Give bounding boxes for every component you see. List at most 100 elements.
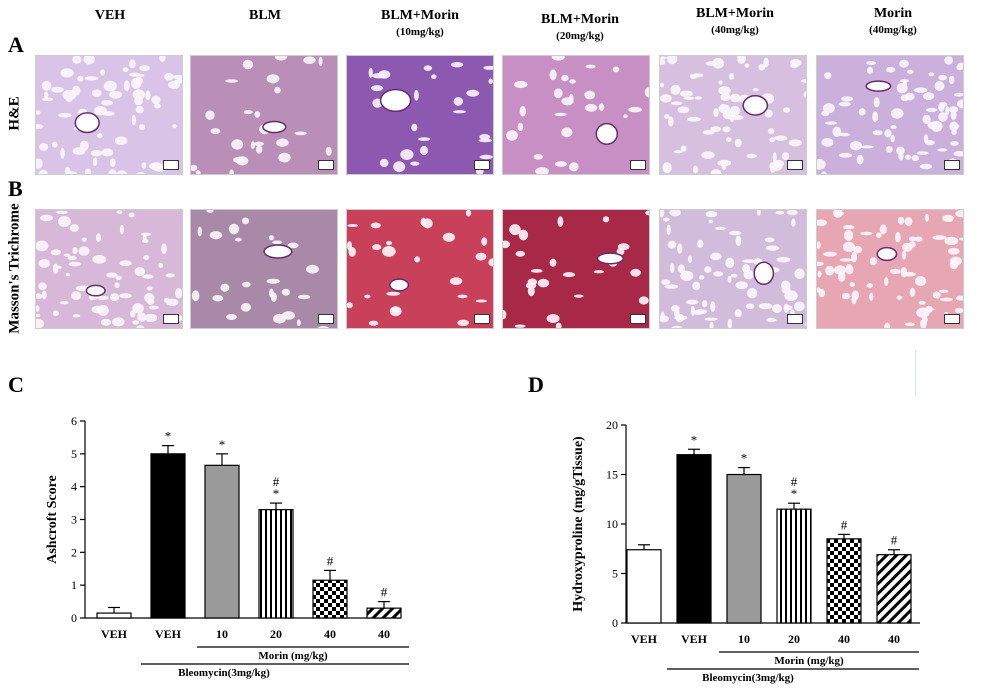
bleomycin-group-label: Bleomycin(3mg/kg) xyxy=(178,667,270,679)
tissue-texture xyxy=(817,210,963,328)
tissue-texture xyxy=(36,210,182,328)
col-header-veh: VEH xyxy=(94,8,126,23)
morin-group-label: Morin (mg/kg) xyxy=(774,655,844,667)
chart-hydroxyproline: 0 5 10 15 20 Hydroxyproline (mg/gTissue) VEH * V… xyxy=(571,418,920,684)
x-tick-label: VEH xyxy=(631,632,658,646)
scale-bar xyxy=(787,160,803,170)
y-tick-label: 5 xyxy=(612,567,618,581)
significance-mark: # xyxy=(327,553,334,568)
col-header-blm: BLM xyxy=(249,8,281,23)
significance-mark: * xyxy=(741,451,748,466)
scale-bar xyxy=(944,160,960,170)
scale-bar xyxy=(474,160,490,170)
tissue-texture xyxy=(368,62,493,174)
morin-group-label: Morin (mg/kg) xyxy=(258,650,328,662)
scale-bar xyxy=(318,314,334,324)
significance-mark: # xyxy=(891,533,898,548)
micrograph-masson-blm-morin-20 xyxy=(502,209,650,329)
micrograph-he-blm-morin-10 xyxy=(346,55,494,175)
tissue-texture xyxy=(347,210,493,326)
y-tick-label: 4 xyxy=(71,480,77,494)
micrograph-he-morin-40 xyxy=(816,55,964,175)
y-tick-label: 3 xyxy=(71,513,77,527)
micrograph-masson-blm xyxy=(190,209,338,329)
bar xyxy=(312,579,348,619)
bar xyxy=(776,508,812,624)
significance-mark: * xyxy=(273,486,280,501)
tissue-texture xyxy=(191,210,329,328)
y-tick-label: 10 xyxy=(606,517,618,531)
significance-mark: # xyxy=(791,474,798,489)
bar xyxy=(626,549,662,624)
x-tick-label: 10 xyxy=(738,632,750,646)
x-tick-label: 40 xyxy=(324,627,336,641)
tissue-texture xyxy=(506,56,649,174)
micrograph-he-veh xyxy=(35,55,183,175)
x-tick-label: 40 xyxy=(888,632,900,646)
scale-bar xyxy=(318,160,334,170)
micrograph-masson-blm-morin-10 xyxy=(346,209,494,329)
significance-mark: # xyxy=(381,585,388,600)
bar xyxy=(96,612,132,619)
y-axis-label: Ashcroft Score xyxy=(45,475,60,564)
significance-mark: * xyxy=(791,486,798,501)
y-tick-label: 15 xyxy=(606,468,618,482)
scale-bar xyxy=(787,314,803,324)
bar xyxy=(726,473,762,624)
x-tick-label: 20 xyxy=(788,632,800,646)
bar xyxy=(676,454,712,624)
significance-mark: * xyxy=(219,437,226,452)
x-tick-label: 20 xyxy=(270,627,282,641)
tissue-texture xyxy=(503,210,649,328)
col-header-blm-morin-20: BLM+Morin (20mg/kg) xyxy=(541,12,619,42)
panel-letter-a: A xyxy=(8,32,24,57)
x-tick-label: 40 xyxy=(838,632,850,646)
micrograph-masson-blm-morin-40 xyxy=(659,209,807,329)
significance-mark: # xyxy=(273,474,280,489)
bar xyxy=(204,464,240,619)
panel-letter-c: C xyxy=(8,372,24,397)
y-tick-label: 6 xyxy=(71,414,77,428)
micrograph-he-blm-morin-20 xyxy=(502,55,650,175)
panel-letter-b: B xyxy=(8,176,23,201)
bar xyxy=(826,538,862,624)
tissue-texture xyxy=(191,56,332,174)
micrograph-he-blm-morin-40 xyxy=(659,55,807,175)
x-tick-label: 10 xyxy=(216,627,228,641)
y-tick-label: 0 xyxy=(71,611,77,625)
bar xyxy=(366,607,402,619)
scale-bar xyxy=(630,160,646,170)
significance-mark: * xyxy=(691,432,698,447)
x-tick-label: VEH xyxy=(681,632,708,646)
scale-bar xyxy=(163,160,179,170)
scale-bar xyxy=(474,314,490,324)
bleomycin-group-label: Bleomycin(3mg/kg) xyxy=(702,672,794,684)
col-header-morin-40: Morin (40mg/kg) xyxy=(869,6,917,36)
panel-letter-d: D xyxy=(528,372,544,397)
bar xyxy=(150,453,186,619)
y-tick-label: 1 xyxy=(71,578,77,592)
x-tick-label: VEH xyxy=(155,627,182,641)
y-tick-label: 2 xyxy=(71,545,77,559)
significance-mark: * xyxy=(165,429,172,444)
divider-line xyxy=(915,350,916,396)
scale-bar xyxy=(630,314,646,324)
tissue-texture xyxy=(660,56,806,174)
y-tick-label: 0 xyxy=(612,616,618,630)
tissue-texture xyxy=(817,56,963,174)
col-header-blm-morin-10: BLM+Morin (10mg/kg) xyxy=(381,8,459,38)
tissue-texture xyxy=(36,56,182,174)
y-axis-label: Hydroxyproline (mg/gTissue) xyxy=(571,436,586,612)
scale-bar xyxy=(163,314,179,324)
bar xyxy=(876,554,912,624)
y-tick-label: 20 xyxy=(606,418,618,432)
micrograph-he-blm xyxy=(190,55,338,175)
bar xyxy=(258,509,294,619)
micrograph-masson-morin-40 xyxy=(816,209,964,329)
col-header-blm-morin-40: BLM+Morin (40mg/kg) xyxy=(696,6,774,36)
x-tick-label: VEH xyxy=(101,627,128,641)
row-label-he: H&E xyxy=(6,96,23,131)
significance-mark: # xyxy=(841,517,848,532)
x-tick-label: 40 xyxy=(378,627,390,641)
